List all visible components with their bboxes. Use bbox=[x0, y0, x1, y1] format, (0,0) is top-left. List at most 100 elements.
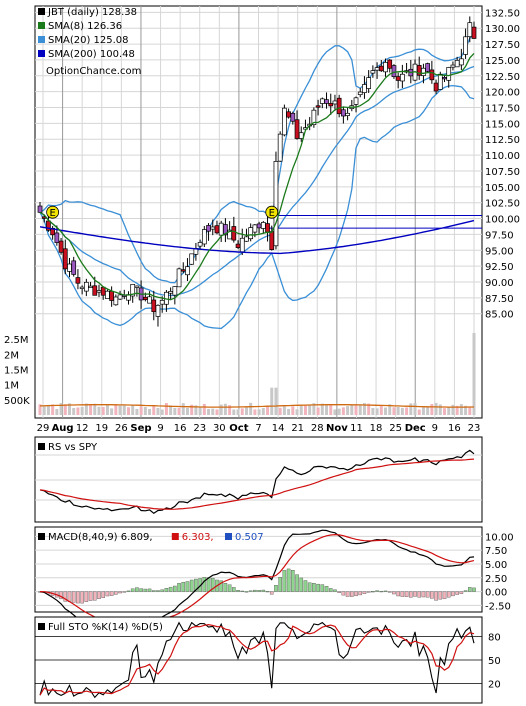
volume-bar bbox=[228, 405, 232, 415]
x-tick-label: 16 bbox=[174, 423, 187, 434]
volume-bar bbox=[80, 406, 84, 415]
candle-body bbox=[67, 263, 72, 272]
volume-bar bbox=[409, 403, 413, 415]
price-y-tick-label: 110.00 bbox=[485, 151, 520, 162]
volume-bar bbox=[443, 408, 447, 415]
price-candles bbox=[37, 16, 477, 327]
volume-bar bbox=[287, 408, 291, 415]
volume-bar bbox=[76, 407, 80, 415]
macd-histogram-bar bbox=[253, 589, 257, 592]
macd-histogram-bar bbox=[160, 589, 164, 592]
price-y-tick-label: 92.50 bbox=[485, 262, 514, 273]
price-y-tick-label: 102.50 bbox=[485, 199, 520, 210]
volume-bar bbox=[169, 405, 173, 415]
candle-body bbox=[429, 69, 435, 81]
volume-bar bbox=[413, 403, 417, 415]
macd-histogram-bar bbox=[282, 570, 287, 592]
candle-body bbox=[454, 60, 460, 68]
rs-panel: RS vs SPY bbox=[34, 436, 483, 523]
candle-body bbox=[83, 281, 89, 292]
watermark: OptionChance.com bbox=[46, 66, 141, 77]
macd-histogram-bar bbox=[328, 588, 333, 592]
sto-k-line bbox=[39, 621, 475, 699]
macd-histogram-bar bbox=[421, 591, 426, 598]
candle-body bbox=[328, 103, 334, 107]
macd-histogram-bar bbox=[387, 591, 392, 593]
volume-bar bbox=[211, 408, 215, 415]
volume-bar bbox=[362, 403, 366, 415]
macd-histogram-bar bbox=[366, 591, 371, 593]
x-tick-label: 14 bbox=[272, 423, 285, 434]
macd-histogram-bar bbox=[396, 591, 400, 597]
candle-body bbox=[206, 225, 211, 232]
candle-body bbox=[142, 296, 148, 301]
macd-histogram-bar bbox=[446, 591, 451, 598]
volume-bar bbox=[126, 407, 130, 415]
volume-bar bbox=[308, 404, 312, 415]
macd-histogram-bar bbox=[126, 590, 131, 592]
volume-bar bbox=[89, 404, 93, 415]
volume-bar bbox=[282, 406, 286, 415]
volume-bar bbox=[430, 404, 434, 415]
legend-label: MACD(8,40,9) 6.809, bbox=[48, 532, 153, 543]
candle-body bbox=[117, 294, 123, 300]
candle-body bbox=[282, 107, 287, 136]
macd-histogram-bar bbox=[59, 591, 63, 600]
legend-swatch bbox=[38, 623, 45, 630]
candle-body bbox=[336, 97, 342, 115]
volume-bar bbox=[337, 408, 341, 415]
candle-body bbox=[290, 112, 296, 122]
volume-bar bbox=[63, 404, 67, 415]
macd-y-tick-label: 10.00 bbox=[485, 532, 514, 543]
volume-bar bbox=[464, 405, 468, 415]
macd-histogram-bar bbox=[173, 585, 177, 592]
volume-bar bbox=[434, 402, 438, 415]
candle-body bbox=[471, 26, 477, 39]
volume-bar bbox=[400, 407, 404, 415]
price-y-tick-label: 85.00 bbox=[485, 310, 514, 321]
volume-bar bbox=[110, 408, 114, 415]
price-y-tick-label: 132.50 bbox=[485, 8, 520, 19]
candle-body bbox=[273, 161, 279, 247]
volume-bar bbox=[93, 403, 97, 415]
volume-bar bbox=[223, 403, 227, 415]
volume-bar bbox=[396, 406, 400, 415]
volume-bar bbox=[472, 333, 476, 415]
volume-tick-label: 2.5M bbox=[4, 335, 29, 346]
macd-histogram-bar bbox=[442, 591, 447, 600]
sma8-line bbox=[39, 52, 475, 301]
volume-bar bbox=[371, 408, 375, 415]
sto-y-tick-label: 50 bbox=[488, 656, 501, 667]
candle-body bbox=[62, 248, 68, 270]
sma20-line bbox=[39, 65, 475, 297]
volume-bar bbox=[55, 408, 59, 415]
volume-bar bbox=[392, 407, 396, 415]
macd-histogram bbox=[38, 568, 476, 604]
macd-histogram-bar bbox=[459, 591, 464, 594]
candle-body bbox=[79, 286, 85, 289]
macd-histogram-bar bbox=[312, 583, 316, 592]
macd-histogram-bar bbox=[206, 577, 211, 592]
volume-bar bbox=[299, 405, 303, 415]
volume-bar bbox=[215, 409, 219, 415]
macd-y-tick-label: 7.50 bbox=[485, 546, 507, 557]
volume-bar bbox=[438, 404, 442, 415]
rs-legend: RS vs SPY bbox=[38, 442, 98, 453]
macd-histogram-bar bbox=[67, 591, 72, 602]
volume-bar bbox=[173, 407, 177, 415]
macd-histogram-bar bbox=[438, 591, 443, 600]
candle-body bbox=[176, 268, 182, 288]
legend-swatch bbox=[38, 36, 45, 43]
volume-bar bbox=[350, 404, 354, 415]
candle-body bbox=[58, 240, 64, 253]
sto-y-tick-label: 20 bbox=[488, 679, 501, 690]
volume-bar bbox=[455, 405, 459, 415]
candle-body bbox=[459, 58, 464, 66]
volume-bar bbox=[447, 407, 451, 415]
volume-bar bbox=[459, 404, 463, 415]
x-tick-label: 18 bbox=[370, 423, 383, 434]
candle-body bbox=[105, 290, 110, 299]
volume-average-line bbox=[39, 404, 474, 408]
macd-histogram-bar bbox=[240, 590, 245, 592]
